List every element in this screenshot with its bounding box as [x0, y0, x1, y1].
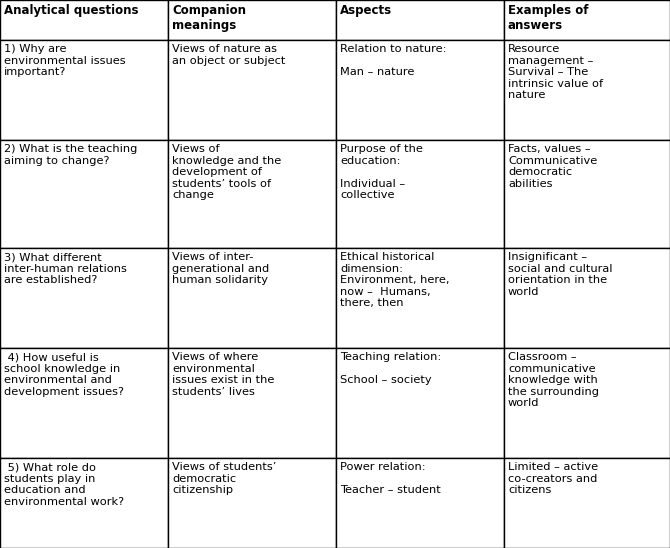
Bar — [336, 40, 504, 140]
Text: Views of nature as
an object or subject: Views of nature as an object or subject — [172, 44, 285, 66]
Text: Power relation:

Teacher – student: Power relation: Teacher – student — [340, 462, 441, 495]
Text: Ethical historical
dimension:
Environment, here,
now –  Humans,
there, then: Ethical historical dimension: Environmen… — [340, 252, 450, 309]
Text: Facts, values –
Communicative
democratic
abilities: Facts, values – Communicative democratic… — [508, 144, 597, 189]
Text: 4) How useful is
school knowledge in
environmental and
development issues?: 4) How useful is school knowledge in env… — [4, 352, 124, 397]
Bar — [168, 140, 336, 248]
Text: Insignificant –
social and cultural
orientation in the
world: Insignificant – social and cultural orie… — [508, 252, 612, 297]
Bar — [0, 140, 168, 248]
Text: Views of inter-
generational and
human solidarity: Views of inter- generational and human s… — [172, 252, 269, 285]
Bar — [0, 0, 168, 40]
Text: Relation to nature:

Man – nature: Relation to nature: Man – nature — [340, 44, 446, 77]
Bar — [0, 348, 168, 458]
Text: Companion
meanings: Companion meanings — [172, 4, 246, 32]
Bar — [336, 248, 504, 348]
Bar — [336, 348, 504, 458]
Text: Examples of
answers: Examples of answers — [508, 4, 588, 32]
Text: Teaching relation:

School – society: Teaching relation: School – society — [340, 352, 442, 385]
Text: Purpose of the
education:

Individual –
collective: Purpose of the education: Individual – c… — [340, 144, 423, 201]
Text: Analytical questions: Analytical questions — [4, 4, 139, 17]
Bar — [336, 0, 504, 40]
Text: Aspects: Aspects — [340, 4, 392, 17]
Text: Classroom –
communicative
knowledge with
the surrounding
world: Classroom – communicative knowledge with… — [508, 352, 599, 408]
Bar — [168, 0, 336, 40]
Bar — [336, 140, 504, 248]
Text: Limited – active
co-creators and
citizens: Limited – active co-creators and citizen… — [508, 462, 598, 495]
Text: Views of where
environmental
issues exist in the
students’ lives: Views of where environmental issues exis… — [172, 352, 275, 397]
Bar — [0, 458, 168, 548]
Text: 2) What is the teaching
aiming to change?: 2) What is the teaching aiming to change… — [4, 144, 137, 165]
Bar — [504, 458, 670, 548]
Bar — [0, 248, 168, 348]
Bar — [168, 458, 336, 548]
Bar — [0, 40, 168, 140]
Text: Resource
management –
Survival – The
intrinsic value of
nature: Resource management – Survival – The int… — [508, 44, 603, 100]
Bar — [168, 40, 336, 140]
Text: Views of
knowledge and the
development of
students’ tools of
change: Views of knowledge and the development o… — [172, 144, 281, 201]
Text: Views of students’
democratic
citizenship: Views of students’ democratic citizenshi… — [172, 462, 276, 495]
Bar — [168, 348, 336, 458]
Text: 1) Why are
environmental issues
important?: 1) Why are environmental issues importan… — [4, 44, 126, 77]
Bar — [504, 348, 670, 458]
Text: 5) What role do
students play in
education and
environmental work?: 5) What role do students play in educati… — [4, 462, 124, 507]
Bar — [504, 248, 670, 348]
Bar — [504, 0, 670, 40]
Bar — [504, 140, 670, 248]
Bar — [168, 248, 336, 348]
Bar — [336, 458, 504, 548]
Bar — [504, 40, 670, 140]
Text: 3) What different
inter-human relations
are established?: 3) What different inter-human relations … — [4, 252, 127, 285]
